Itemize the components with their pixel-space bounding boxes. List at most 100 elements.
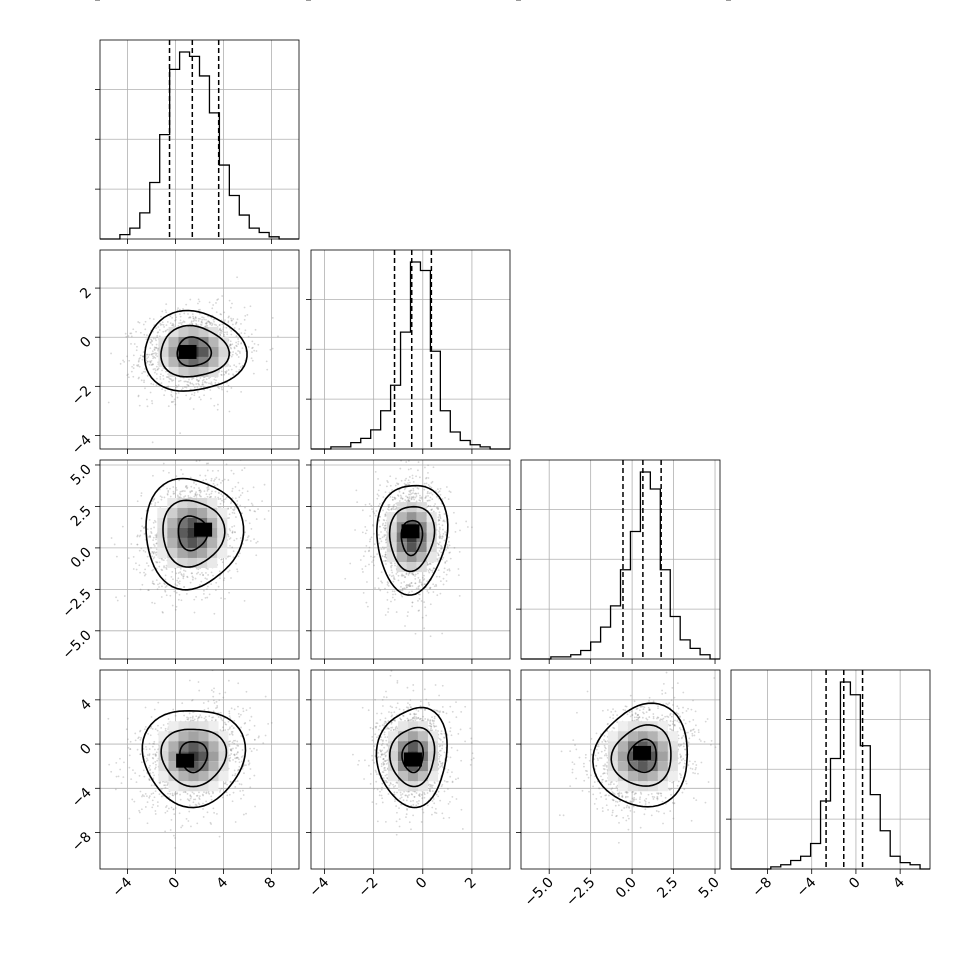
scatter-point [412, 573, 415, 576]
scatter-point [132, 568, 135, 570]
scatter-point [205, 718, 207, 721]
scatter-point [210, 479, 213, 482]
scatter-point [209, 322, 211, 324]
scatter-point [397, 579, 400, 582]
scatter-point [218, 328, 221, 331]
scatter-point [419, 494, 421, 497]
scatter-point [144, 370, 147, 373]
scatter-point [146, 360, 149, 363]
scatter-point [137, 360, 140, 363]
scatter-point [155, 551, 158, 554]
scatter-point [234, 772, 237, 775]
scatter-point [200, 580, 203, 583]
x-tick-label: 4 [890, 874, 908, 892]
scatter-point [162, 378, 165, 380]
scatter-point [402, 574, 405, 577]
scatter-point [410, 496, 413, 498]
density-cell [406, 552, 417, 563]
scatter-point [446, 545, 449, 548]
scatter-point [201, 316, 203, 319]
scatter-point [186, 487, 188, 490]
scatter-point [404, 499, 407, 502]
scatter-point [149, 360, 152, 363]
scatter-point [253, 349, 256, 352]
scatter-point [391, 571, 394, 574]
scatter-point [391, 507, 393, 510]
scatter-point [144, 387, 146, 390]
scatter-point [457, 574, 460, 577]
density-cell [386, 552, 397, 563]
scatter-point [203, 389, 206, 391]
scatter-point [222, 328, 224, 331]
scatter-point [218, 324, 221, 327]
scatter-point [393, 590, 396, 593]
scatter-point [384, 522, 387, 524]
scatter-point [429, 485, 431, 488]
scatter-point [232, 508, 234, 511]
scatter-point [392, 593, 394, 596]
scatter-point [435, 507, 438, 509]
scatter-point [378, 537, 381, 540]
scatter-point [215, 302, 217, 304]
density-cell [218, 356, 229, 367]
scatter-point [395, 572, 398, 575]
scatter-point [151, 601, 154, 604]
scatter-point [444, 561, 447, 563]
scatter-point [411, 585, 414, 587]
scatter-point [227, 321, 230, 324]
scatter-point [236, 568, 238, 571]
scatter-point [229, 537, 232, 539]
density-cell [188, 356, 199, 367]
scatter-point [191, 575, 194, 578]
density-cell [177, 517, 188, 528]
scatter-point [140, 492, 143, 495]
scatter-point [417, 572, 419, 575]
scatter-point [210, 795, 213, 798]
scatter-point [253, 343, 256, 345]
scatter-point [162, 367, 165, 369]
scatter-point [257, 343, 260, 346]
scatter-point [139, 357, 141, 359]
panel-frame [730, 669, 931, 870]
scatter-point [200, 385, 203, 388]
scatter-point [157, 367, 160, 370]
scatter-point [151, 745, 154, 748]
scatter-point [417, 585, 420, 588]
scatter-point [174, 608, 177, 611]
scatter-point [187, 313, 189, 315]
scatter-point [439, 514, 441, 516]
scatter-point [415, 475, 417, 478]
scatter-point [130, 335, 133, 338]
scatter-point [161, 321, 164, 324]
density-cell [178, 366, 189, 377]
scatter-point [165, 324, 168, 327]
scatter-point [148, 778, 151, 781]
scatter-point [232, 374, 235, 377]
scatter-point [448, 568, 451, 571]
scatter-point [411, 572, 413, 575]
scatter-point [229, 544, 231, 547]
scatter-point [407, 500, 410, 502]
scatter-point [423, 488, 426, 491]
scatter-point [205, 318, 207, 321]
scatter-point [378, 519, 381, 522]
scatter-point [152, 357, 154, 360]
scatter-point [408, 584, 411, 587]
scatter-point [146, 353, 149, 356]
scatter-point [197, 309, 200, 311]
scatter-point [394, 452, 396, 454]
scatter-point [437, 507, 440, 510]
scatter-point [231, 323, 234, 326]
scatter-point [446, 543, 449, 546]
scatter-point [153, 348, 156, 351]
scatter-point [172, 379, 175, 382]
scatter-point [255, 554, 258, 557]
scatter-point [381, 546, 384, 549]
scatter-point [183, 380, 186, 383]
scatter-point [190, 490, 193, 492]
scatter-point [400, 574, 403, 577]
scatter-point [408, 496, 411, 499]
scatter-point [181, 824, 184, 827]
panel-frame [310, 459, 511, 660]
scatter-point [227, 507, 230, 510]
